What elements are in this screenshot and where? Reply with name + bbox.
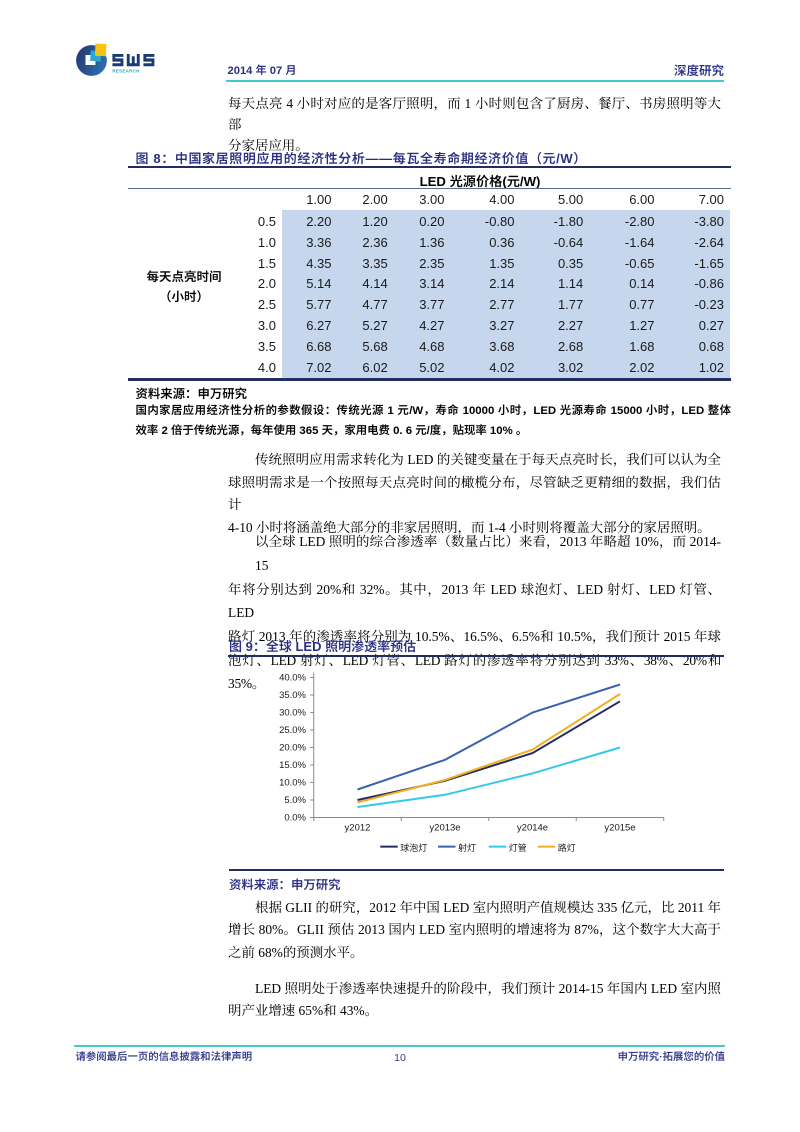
svg-text:20.0%: 20.0% xyxy=(279,743,306,754)
svg-text:15.0%: 15.0% xyxy=(279,760,306,771)
svg-text:0.0%: 0.0% xyxy=(284,813,306,824)
svg-text:路灯: 路灯 xyxy=(558,841,576,854)
svg-text:y2015e: y2015e xyxy=(604,823,635,834)
svg-text:5.0%: 5.0% xyxy=(284,795,306,806)
svg-text:35.0%: 35.0% xyxy=(279,690,306,701)
svg-text:25.0%: 25.0% xyxy=(279,725,306,736)
svg-text:y2013e: y2013e xyxy=(429,823,460,834)
svg-text:灯管: 灯管 xyxy=(509,841,527,854)
svg-text:RESEARCH: RESEARCH xyxy=(112,69,139,74)
svg-text:30.0%: 30.0% xyxy=(279,708,306,719)
svg-text:y2012: y2012 xyxy=(345,823,371,834)
svg-text:10.0%: 10.0% xyxy=(279,778,306,789)
svg-text:y2014e: y2014e xyxy=(517,823,548,834)
svg-text:40.0%: 40.0% xyxy=(279,673,306,684)
svg-text:射灯: 射灯 xyxy=(458,841,476,854)
svg-text:球泡灯: 球泡灯 xyxy=(400,841,427,854)
